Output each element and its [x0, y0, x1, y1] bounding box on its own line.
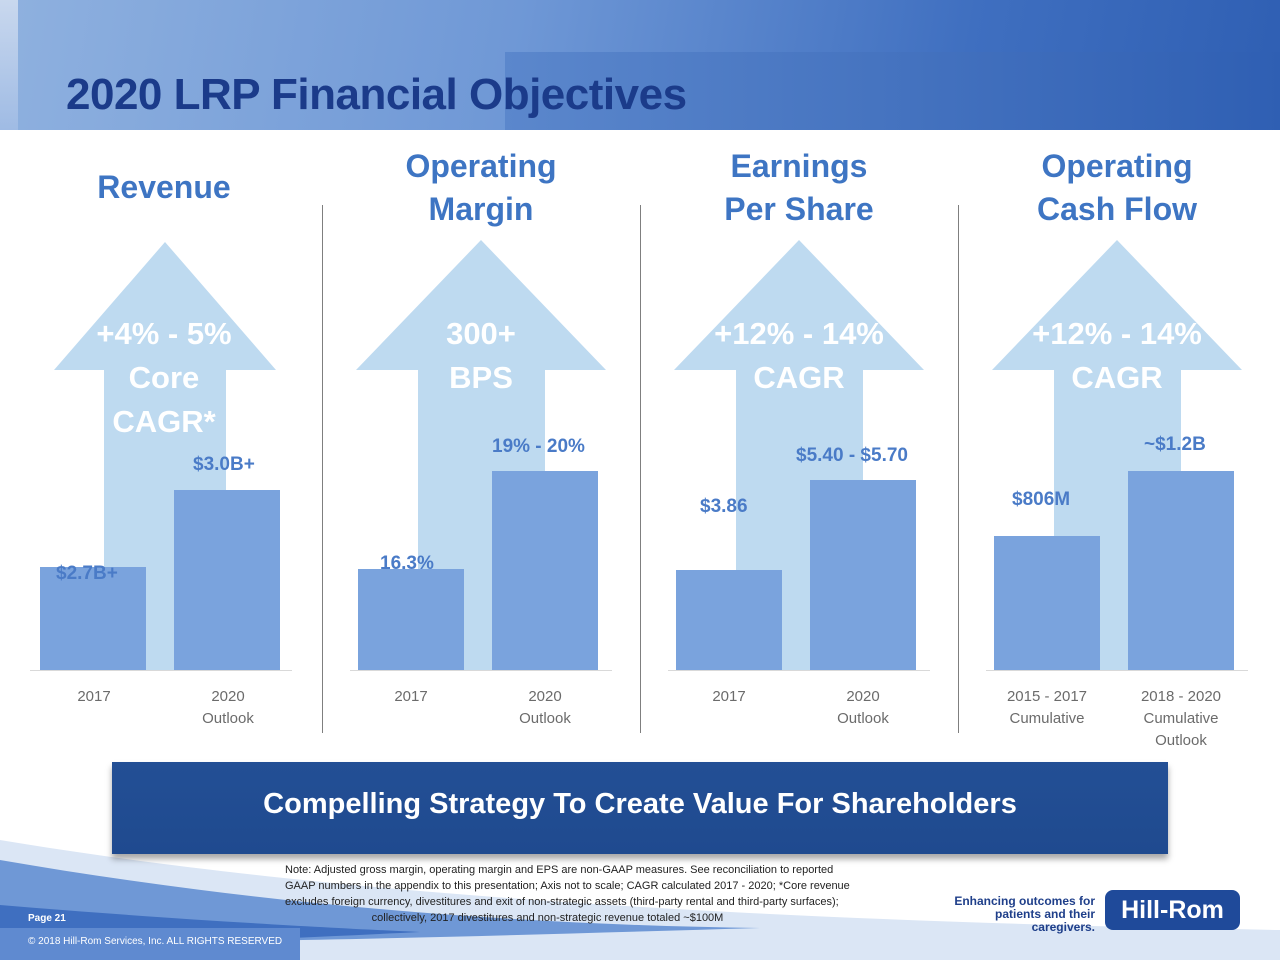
x-tick-line: 2017 [77, 688, 111, 705]
growth-line: Core [128, 360, 200, 395]
growth-line: 300+ [446, 316, 516, 351]
growth-text-eps: +12% - 14% CAGR [699, 312, 899, 400]
data-label: $5.40 - $5.70 [796, 445, 908, 466]
x-tick-label: 2015 - 2017 Cumulative [982, 686, 1112, 730]
x-tick-line: Outlook [837, 710, 889, 727]
panel-title-operating-margin: Operating Margin [381, 145, 581, 231]
panel-title-line: Per Share [724, 191, 874, 227]
panel-divider [640, 205, 641, 733]
x-tick-line: Cumulative [1009, 710, 1085, 727]
data-label: 16.3% [380, 553, 434, 574]
bar-revenue-2020 [174, 490, 280, 670]
panel-title-line: Cash Flow [1036, 191, 1197, 227]
growth-line: +12% - 14% [714, 316, 884, 351]
x-tick-line: Cumulative [1143, 710, 1219, 727]
data-label: $806M [1012, 489, 1071, 510]
banner-text: Compelling Strategy To Create Value For … [263, 788, 1017, 820]
bar-margin-2020 [492, 471, 598, 670]
company-tagline: Enhancing outcomes for patients and thei… [930, 895, 1095, 934]
bar-cashflow-2015-2017 [994, 536, 1100, 670]
footnote-line: Note: Adjusted gross margin, operating m… [285, 864, 834, 876]
x-tick-label: 2017 [664, 686, 794, 708]
panel-title-line: Earnings [730, 148, 868, 184]
panel-divider [958, 205, 959, 733]
growth-text-cash-flow: +12% - 14% CAGR [1017, 312, 1217, 400]
page-number: Page 21 [28, 913, 66, 924]
chart-baseline [986, 670, 1248, 671]
footnote: Note: Adjusted gross margin, operating m… [285, 862, 950, 926]
panel-title-line: Margin [428, 191, 534, 227]
header-band [0, 0, 1280, 130]
data-label: $2.7B+ [56, 563, 118, 584]
x-tick-label: 2017 [29, 686, 159, 708]
x-tick-line: Outlook [519, 710, 571, 727]
growth-line: CAGR* [112, 404, 216, 439]
data-label: $3.86 [700, 496, 748, 517]
panel-title-eps: Earnings Per Share [699, 145, 899, 231]
footnote-line: collectively, 2017 divestitures and non-… [371, 912, 724, 924]
growth-line: CAGR [1071, 360, 1163, 395]
panel-title-line: Operating [405, 148, 557, 184]
panel-title-revenue: Revenue [64, 166, 264, 209]
tagline-line: patients and their caregivers. [994, 907, 1095, 934]
data-label: 19% - 20% [492, 436, 585, 457]
x-tick-label: 2020 Outlook [163, 686, 293, 730]
x-tick-line: 2020 [846, 688, 880, 705]
x-tick-label: 2017 [346, 686, 476, 708]
header-dark-band [505, 52, 1280, 130]
x-tick-label: 2020 Outlook [798, 686, 928, 730]
bar-cashflow-2018-2020 [1128, 471, 1234, 670]
footnote-line: GAAP numbers in the appendix to this pre… [285, 880, 850, 892]
footnote-line: excludes foreign currency, divestitures … [285, 896, 839, 908]
growth-line: +12% - 14% [1032, 316, 1202, 351]
hill-rom-logo: Hill-Rom [1105, 890, 1240, 930]
x-tick-line: Outlook [202, 710, 254, 727]
x-tick-line: 2020 [528, 688, 562, 705]
x-tick-line: 2015 - 2017 [1006, 688, 1088, 705]
panel-title-line: Operating [1041, 148, 1193, 184]
bar-margin-2017 [358, 568, 464, 670]
growth-line: +4% - 5% [96, 316, 232, 351]
bar-revenue-2017 [40, 567, 146, 670]
x-tick-line: 2018 - 2020 [1140, 688, 1222, 705]
page-title: 2020 LRP Financial Objectives [66, 70, 687, 119]
chart-baseline [30, 670, 292, 671]
tagline-line: Enhancing outcomes for [954, 894, 1095, 908]
panel-title-cash-flow: Operating Cash Flow [1017, 145, 1217, 231]
bar-eps-2017 [676, 570, 782, 670]
x-tick-line: Outlook [1155, 732, 1207, 749]
panel-divider [322, 205, 323, 733]
footer-swoosh [0, 840, 1280, 960]
chart-baseline [668, 670, 930, 671]
x-tick-label: 2018 - 2020 Cumulative Outlook [1116, 686, 1246, 752]
data-label: ~$1.2B [1144, 434, 1206, 455]
header-accent [0, 0, 18, 130]
growth-text-operating-margin: 300+ BPS [381, 312, 581, 400]
chart-baseline [350, 670, 612, 671]
x-tick-label: 2020 Outlook [480, 686, 610, 730]
growth-line: BPS [449, 360, 513, 395]
x-tick-line: 2017 [712, 688, 746, 705]
growth-text-revenue: +4% - 5% Core CAGR* [64, 312, 264, 444]
x-tick-line: 2020 [211, 688, 245, 705]
strategy-banner: Compelling Strategy To Create Value For … [112, 762, 1168, 854]
x-tick-line: 2017 [394, 688, 428, 705]
bar-eps-2020 [810, 480, 916, 670]
panel-title-line: Revenue [97, 169, 231, 205]
growth-line: CAGR [753, 360, 845, 395]
data-label: $3.0B+ [193, 454, 255, 475]
copyright: © 2018 Hill-Rom Services, Inc. ALL RIGHT… [28, 936, 283, 947]
